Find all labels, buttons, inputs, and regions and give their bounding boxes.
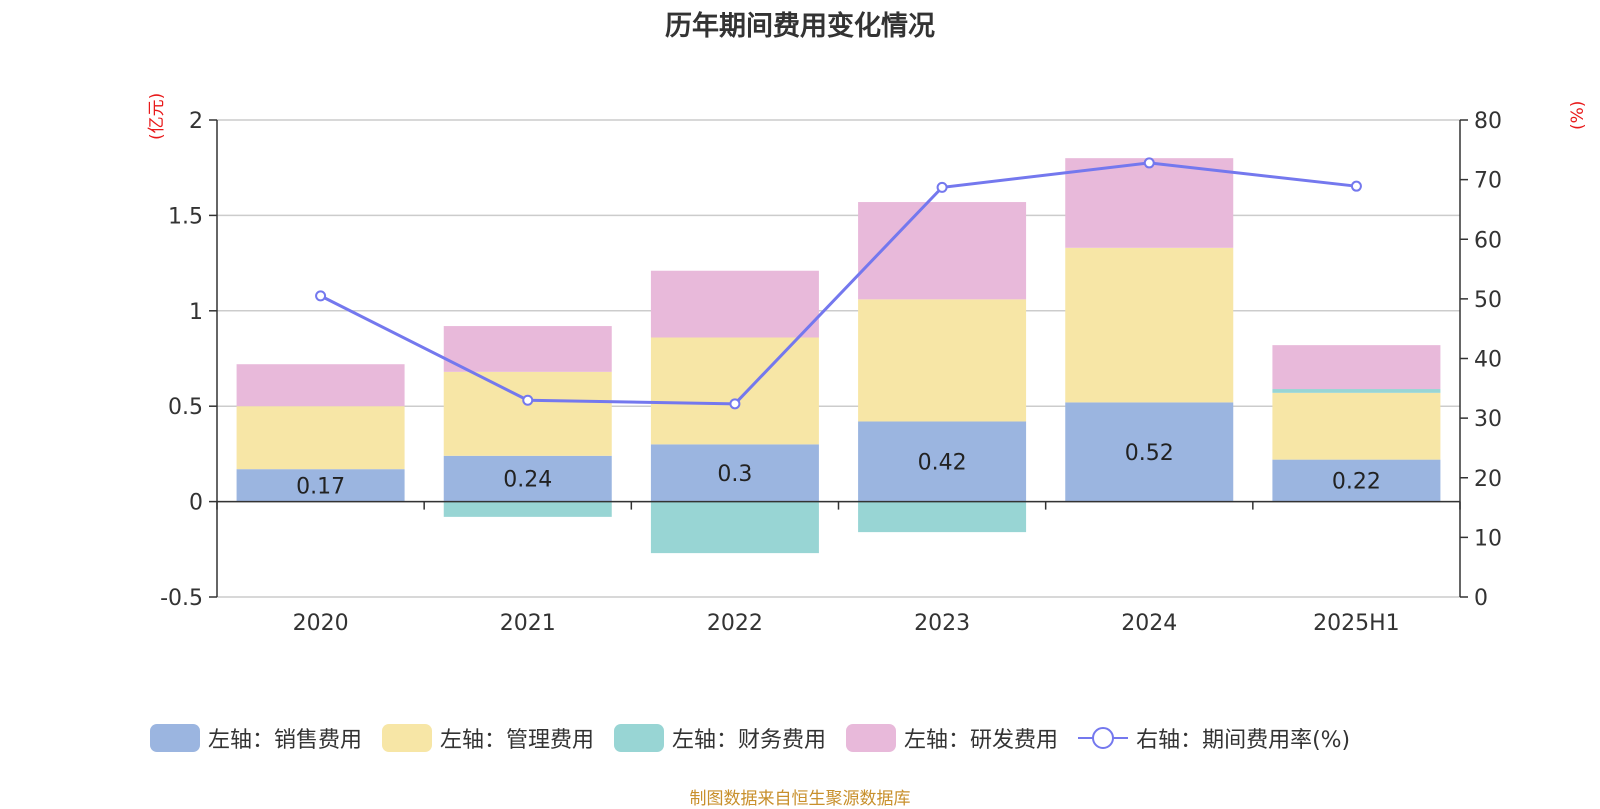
- legend-line-marker: [1078, 724, 1129, 752]
- bar-value-label: 0.22: [1332, 470, 1381, 495]
- right-tick-label: 20: [1474, 467, 1502, 492]
- legend-item[interactable]: 左轴：销售费用: [150, 722, 362, 754]
- legend-label: 左轴：财务费用: [672, 728, 827, 753]
- bar-segment: [1065, 402, 1234, 502]
- legend-item[interactable]: 左轴：研发费用: [846, 722, 1058, 754]
- legend-swatch: [846, 724, 897, 752]
- rate-point: [522, 394, 534, 406]
- left-tick-label: 1: [189, 300, 203, 325]
- bar-segment: [1272, 389, 1441, 393]
- category-label: 2022: [707, 611, 763, 636]
- right-tick-label: 50: [1474, 288, 1502, 313]
- legend-item[interactable]: 左轴：管理费用: [382, 722, 594, 754]
- left-tick-label: 2: [189, 109, 203, 134]
- right-tick-label: 0: [1474, 586, 1488, 611]
- right-tick-label: 80: [1474, 109, 1502, 134]
- bar-segment: [443, 371, 612, 456]
- category-label: 2024: [1121, 611, 1177, 636]
- bar-segment: [858, 202, 1027, 300]
- data-labels: 0.17 0.24 0.3 0.42 0.52 0.22: [296, 441, 1381, 499]
- bar-value-label: 0.42: [918, 451, 967, 476]
- right-axis-unit: (%): [1568, 100, 1588, 130]
- left-axis-unit: (亿元): [147, 92, 167, 140]
- legend: 左轴：销售费用 左轴：管理费用 左轴：财务费用 左轴：研发费用 右轴：期间费用率(%): [150, 722, 1370, 754]
- bar-segment: [236, 406, 405, 470]
- legend-label: 左轴：研发费用: [904, 728, 1059, 753]
- bar-segment: [650, 501, 819, 554]
- legend-swatch: [614, 724, 665, 752]
- legend-swatch: [150, 724, 200, 752]
- source-note: 制图数据来自恒生聚源数据库: [689, 789, 911, 809]
- grid-lines: [217, 119, 1460, 598]
- bar-segment: [1272, 459, 1441, 502]
- legend-label: 左轴：销售费用: [208, 728, 363, 753]
- rate-point: [1350, 180, 1362, 192]
- bar-segment: [858, 421, 1027, 502]
- axes: 2 1.5 1 0.5 0 -0.5 80 70 60 50 40 30 20 10 0 2020 2021 20…: [160, 109, 1502, 636]
- rate-line: [315, 157, 1362, 410]
- bar-value-label: 0.3: [717, 462, 752, 487]
- bar-segment: [236, 364, 405, 407]
- chart-title: 历年期间费用变化情况: [665, 11, 935, 42]
- rate-point: [729, 398, 741, 410]
- legend-item[interactable]: 左轴：财务费用: [614, 722, 826, 754]
- bar-segment: [443, 326, 612, 372]
- left-tick-label: -0.5: [160, 586, 203, 611]
- left-tick-label: 0.5: [168, 395, 203, 420]
- category-label: 2025H1: [1313, 611, 1400, 636]
- bar-segment: [443, 455, 612, 502]
- bar-segment: [1065, 247, 1234, 403]
- rate-point: [1143, 157, 1155, 169]
- right-tick-label: 60: [1474, 228, 1502, 253]
- bar-segment: [236, 469, 405, 502]
- rate-line-path: [319, 161, 1357, 406]
- left-tick-label: 1.5: [168, 204, 203, 229]
- bar-segment: [650, 270, 819, 338]
- bar-segment: [1272, 392, 1441, 460]
- category-label: 2020: [293, 611, 349, 636]
- right-tick-label: 40: [1474, 348, 1502, 373]
- legend-label: 左轴：管理费用: [440, 728, 595, 753]
- category-label: 2023: [914, 611, 970, 636]
- bar-segment: [1272, 345, 1441, 390]
- left-tick-label: 0: [189, 491, 203, 516]
- bar-value-label: 0.17: [296, 474, 345, 499]
- legend-swatch: [382, 724, 433, 752]
- bar-value-label: 0.52: [1125, 441, 1174, 466]
- bar-segment: [650, 337, 819, 445]
- category-label: 2021: [500, 611, 556, 636]
- bar-segment: [858, 299, 1027, 422]
- bar-value-label: 0.24: [503, 468, 552, 493]
- bar-segment: [858, 501, 1027, 533]
- bars: [236, 158, 1441, 554]
- bar-segment: [1065, 158, 1234, 248]
- right-tick-label: 10: [1474, 526, 1502, 551]
- right-tick-label: 70: [1474, 169, 1502, 194]
- legend-label: 右轴：期间费用率(%): [1136, 728, 1351, 753]
- rate-point: [936, 181, 948, 193]
- bar-segment: [443, 501, 612, 517]
- right-tick-label: 30: [1474, 407, 1502, 432]
- bar-segment: [650, 444, 819, 502]
- legend-item[interactable]: 右轴：期间费用率(%): [1078, 722, 1350, 754]
- rate-point: [315, 290, 327, 302]
